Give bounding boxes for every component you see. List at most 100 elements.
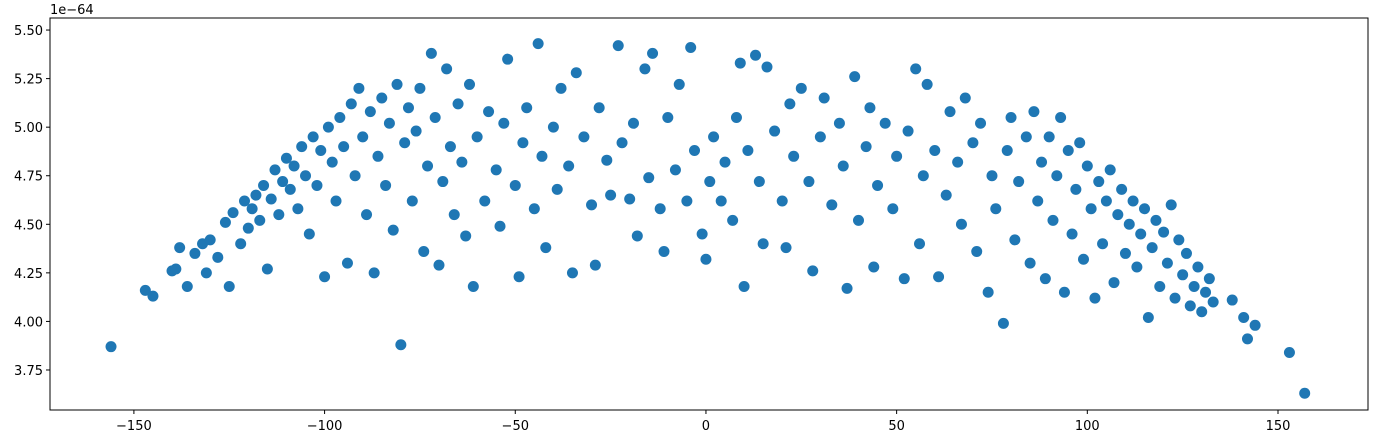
y-tick-label: 4.25 xyxy=(14,267,43,282)
point xyxy=(933,271,945,283)
point xyxy=(776,195,788,207)
point xyxy=(1119,247,1131,259)
point xyxy=(852,214,864,226)
point xyxy=(380,179,392,191)
point xyxy=(1139,203,1151,215)
point xyxy=(795,82,807,94)
point xyxy=(341,257,353,269)
point xyxy=(1112,209,1124,221)
point xyxy=(277,176,289,188)
point xyxy=(914,238,926,250)
point xyxy=(464,78,476,90)
point xyxy=(841,282,853,294)
point xyxy=(448,209,460,221)
point xyxy=(750,49,762,61)
point xyxy=(170,263,182,275)
point xyxy=(997,317,1009,329)
point xyxy=(254,214,266,226)
point xyxy=(483,106,495,118)
point xyxy=(910,63,922,75)
point xyxy=(704,176,716,188)
point xyxy=(139,284,151,296)
point xyxy=(872,179,884,191)
point xyxy=(460,230,472,242)
point xyxy=(891,150,903,162)
point xyxy=(616,137,628,149)
point xyxy=(288,160,300,172)
point xyxy=(826,199,838,211)
point xyxy=(631,230,643,242)
point xyxy=(708,131,720,143)
point xyxy=(803,176,815,188)
point xyxy=(1154,280,1166,292)
point xyxy=(105,341,117,353)
point xyxy=(971,245,983,257)
point xyxy=(1028,106,1040,118)
point xyxy=(738,280,750,292)
point xyxy=(238,195,250,207)
point xyxy=(1051,170,1063,182)
point xyxy=(1043,131,1055,143)
point xyxy=(395,339,407,351)
point xyxy=(1062,144,1074,156)
point xyxy=(784,98,796,110)
point xyxy=(898,273,910,285)
point xyxy=(734,57,746,69)
point xyxy=(1020,131,1032,143)
point xyxy=(174,242,186,254)
point xyxy=(292,203,304,215)
point xyxy=(986,170,998,182)
point xyxy=(223,280,235,292)
point xyxy=(593,102,605,114)
point xyxy=(1180,247,1192,259)
point xyxy=(555,82,567,94)
point xyxy=(376,92,388,104)
point xyxy=(578,131,590,143)
point xyxy=(1196,306,1208,318)
point xyxy=(258,179,270,191)
point xyxy=(536,150,548,162)
point xyxy=(1241,333,1253,345)
point xyxy=(1169,292,1181,304)
point xyxy=(1074,137,1086,149)
point xyxy=(307,131,319,143)
point xyxy=(399,137,411,149)
point xyxy=(940,189,952,201)
point xyxy=(349,170,361,182)
point xyxy=(261,263,273,275)
point xyxy=(269,164,281,176)
point xyxy=(887,203,899,215)
point xyxy=(837,160,849,172)
axes-frame xyxy=(49,17,1369,411)
point xyxy=(334,111,346,123)
point xyxy=(280,152,292,164)
point xyxy=(391,78,403,90)
point xyxy=(586,199,598,211)
point xyxy=(418,245,430,257)
point xyxy=(414,82,426,94)
point xyxy=(361,209,373,221)
point xyxy=(627,117,639,129)
point xyxy=(425,47,437,59)
point xyxy=(326,156,338,168)
point xyxy=(1150,214,1162,226)
point xyxy=(383,117,395,129)
point xyxy=(402,102,414,114)
point xyxy=(204,234,216,246)
point xyxy=(547,121,559,133)
point xyxy=(1188,280,1200,292)
point xyxy=(696,228,708,240)
point xyxy=(189,247,201,259)
point xyxy=(643,172,655,184)
point xyxy=(685,42,697,54)
point xyxy=(345,98,357,110)
point xyxy=(624,193,636,205)
point xyxy=(242,222,254,234)
x-tick-label: 0 xyxy=(702,419,710,434)
point xyxy=(753,176,765,188)
point xyxy=(788,150,800,162)
y-offset-label: 1e−64 xyxy=(50,3,94,18)
point xyxy=(467,280,479,292)
point xyxy=(944,106,956,118)
point xyxy=(1238,312,1250,324)
